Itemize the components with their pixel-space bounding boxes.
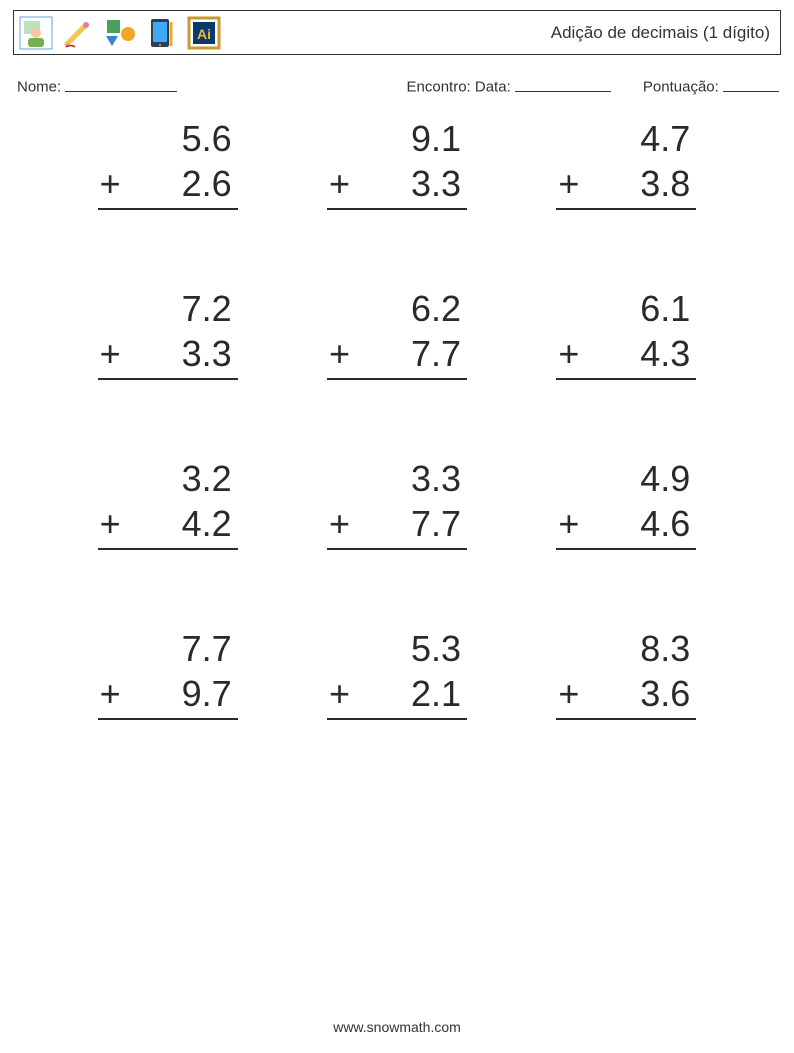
date-blank[interactable] (515, 75, 611, 92)
problem-9: 4.9+4.6 (556, 456, 696, 550)
problem-bottom: +4.2 (98, 501, 238, 550)
shapes-icon (102, 15, 138, 51)
problem-bottom: +3.8 (556, 161, 696, 210)
problem-top: 5.6 (98, 116, 238, 161)
problem-operator: + (556, 671, 590, 716)
problem-addend: 2.6 (132, 161, 232, 206)
teacher-icon (18, 15, 54, 51)
problem-addend: 4.6 (590, 501, 690, 546)
problem-bottom: +9.7 (98, 671, 238, 720)
problem-addend: 3.8 (590, 161, 690, 206)
problem-bottom: +4.6 (556, 501, 696, 550)
problem-operator: + (556, 501, 590, 546)
problem-5: 6.2+7.7 (327, 286, 467, 380)
name-label: Nome: (17, 79, 61, 96)
problem-addend: 3.3 (361, 161, 461, 206)
problem-operator: + (98, 331, 132, 376)
footer-url: www.snowmath.com (0, 1019, 794, 1035)
problem-top: 5.3 (327, 626, 467, 671)
icon-row: Ai (18, 15, 222, 51)
problem-operator: + (98, 671, 132, 716)
problem-12: 8.3+3.6 (556, 626, 696, 720)
problem-addend: 7.7 (361, 331, 461, 376)
problem-operator: + (327, 161, 361, 206)
problem-addend: 7.7 (361, 501, 461, 546)
problem-addend: 4.3 (590, 331, 690, 376)
problem-addend: 4.2 (132, 501, 232, 546)
problem-operator: + (327, 501, 361, 546)
tablet-icon (144, 15, 180, 51)
problem-top: 6.1 (556, 286, 696, 331)
problem-10: 7.7+9.7 (98, 626, 238, 720)
problem-bottom: +2.6 (98, 161, 238, 210)
problem-bottom: +7.7 (327, 331, 467, 380)
problem-bottom: +3.3 (327, 161, 467, 210)
problem-4: 7.2+3.3 (98, 286, 238, 380)
problem-bottom: +3.6 (556, 671, 696, 720)
problem-top: 3.3 (327, 456, 467, 501)
problem-addend: 3.6 (590, 671, 690, 716)
problem-operator: + (98, 501, 132, 546)
problem-top: 4.7 (556, 116, 696, 161)
problem-top: 7.2 (98, 286, 238, 331)
problem-bottom: +7.7 (327, 501, 467, 550)
score-blank[interactable] (723, 75, 779, 92)
name-blank[interactable] (65, 75, 177, 92)
problem-addend: 2.1 (361, 671, 461, 716)
problem-top: 8.3 (556, 626, 696, 671)
problem-11: 5.3+2.1 (327, 626, 467, 720)
problem-8: 3.3+7.7 (327, 456, 467, 550)
problem-bottom: +3.3 (98, 331, 238, 380)
problem-addend: 9.7 (132, 671, 232, 716)
problem-top: 4.9 (556, 456, 696, 501)
problem-top: 6.2 (327, 286, 467, 331)
header-bar: Ai Adição de decimais (1 dígito) (13, 10, 781, 55)
problem-operator: + (98, 161, 132, 206)
problem-top: 7.7 (98, 626, 238, 671)
problem-operator: + (327, 331, 361, 376)
problem-3: 4.7+3.8 (556, 116, 696, 210)
problem-6: 6.1+4.3 (556, 286, 696, 380)
ai-icon: Ai (186, 15, 222, 51)
worksheet-title: Adição de decimais (1 dígito) (551, 23, 770, 43)
pencil-icon (60, 15, 96, 51)
svg-text:Ai: Ai (197, 26, 211, 42)
problem-7: 3.2+4.2 (98, 456, 238, 550)
problem-1: 5.6+2.6 (98, 116, 238, 210)
problem-bottom: +4.3 (556, 331, 696, 380)
problem-bottom: +2.1 (327, 671, 467, 720)
problem-operator: + (327, 671, 361, 716)
problem-addend: 3.3 (132, 331, 232, 376)
problem-operator: + (556, 331, 590, 376)
problem-2: 9.1+3.3 (327, 116, 467, 210)
problem-top: 9.1 (327, 116, 467, 161)
score-label: Pontuação: (643, 79, 719, 96)
problems-grid: 5.6+2.69.1+3.34.7+3.87.2+3.36.2+7.76.1+4… (13, 116, 781, 720)
meta-row: Nome: Encontro: Data: Pontuação: (13, 75, 781, 96)
problem-operator: + (556, 161, 590, 206)
encounter-label: Encontro: Data: (407, 79, 511, 96)
problem-top: 3.2 (98, 456, 238, 501)
